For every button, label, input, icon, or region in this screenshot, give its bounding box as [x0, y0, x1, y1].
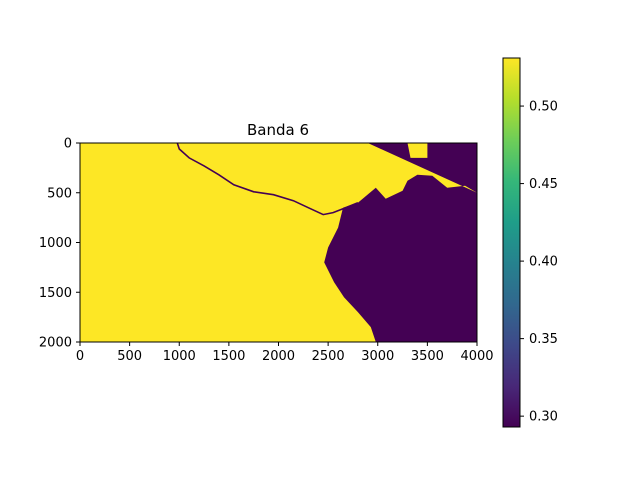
colorbar-tick-label: 0.50 [529, 100, 558, 115]
x-tick-label: 500 [117, 349, 142, 364]
x-tick-label: 3500 [411, 349, 444, 364]
colorbar-tick-label: 0.35 [529, 332, 558, 347]
colorbar-tick-label: 0.40 [529, 255, 558, 270]
x-tick-label: 2500 [312, 349, 345, 364]
x-axis: 0 500 1000 1500 2000 2500 3000 3500 4000 [76, 342, 494, 364]
x-tick-label: 0 [76, 349, 84, 364]
y-tick-label: 1500 [39, 286, 72, 301]
colorbar-tick-label: 0.30 [529, 410, 558, 425]
colorbar: 0.30 0.35 0.40 0.45 0.50 [502, 57, 558, 428]
y-axis: 0 500 1000 1500 2000 [39, 137, 80, 351]
water-region [324, 143, 477, 342]
chart-title: Banda 6 [247, 121, 309, 139]
y-tick-label: 0 [64, 137, 72, 152]
river-channel [176, 142, 359, 216]
colorbar-tick-label: 0.45 [529, 177, 558, 192]
colorbar-gradient [503, 58, 520, 427]
x-tick-label: 4000 [460, 349, 493, 364]
colorbar-frame [502, 57, 521, 428]
y-tick-label: 2000 [39, 336, 72, 351]
y-tick-label: 500 [47, 186, 72, 201]
x-tick-label: 3000 [361, 349, 394, 364]
x-tick-label: 1000 [163, 349, 196, 364]
y-tick-label: 1000 [39, 236, 72, 251]
x-tick-label: 1500 [212, 349, 245, 364]
plot-area [79, 142, 478, 343]
x-tick-label: 2000 [262, 349, 295, 364]
